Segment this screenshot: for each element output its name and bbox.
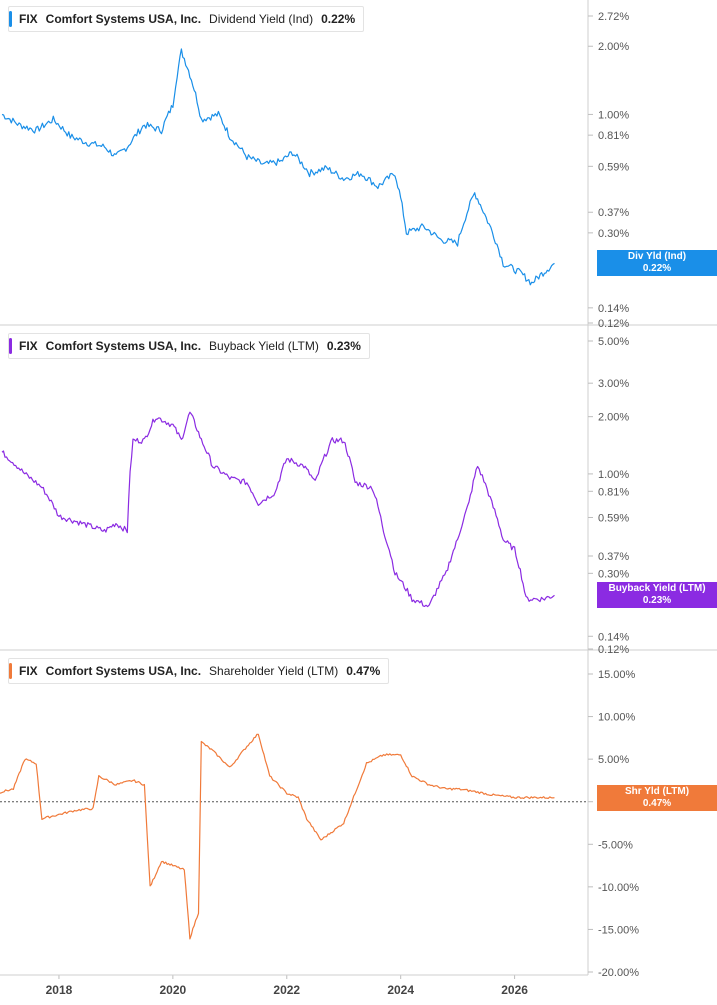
- metric-value: 0.22%: [321, 12, 356, 26]
- y-tick-label: 15.00%: [598, 669, 636, 681]
- y-tick-label: 0.12%: [598, 318, 629, 330]
- shareholder-value-badge: Shr Yld (LTM) 0.47%: [597, 785, 717, 811]
- metric-value: 0.23%: [326, 339, 361, 353]
- y-tick-label: 0.37%: [598, 207, 629, 219]
- shareholder-legend-color-bar: [9, 663, 12, 679]
- shareholder-legend: FIX Comfort Systems USA, Inc. Shareholde…: [8, 658, 390, 684]
- company-name: Comfort Systems USA, Inc.: [45, 664, 202, 678]
- dividend-legend: FIX Comfort Systems USA, Inc. Dividend Y…: [8, 6, 365, 32]
- y-tick-label: 0.59%: [598, 161, 629, 173]
- y-tick-label: 2.72%: [598, 11, 629, 23]
- dividend-value-badge: Div Yld (Ind) 0.22%: [597, 250, 717, 276]
- y-tick-label: 0.30%: [598, 568, 629, 580]
- y-tick-label: 10.00%: [598, 712, 636, 724]
- y-tick-label: -10.00%: [598, 882, 639, 894]
- x-tick-label: 2024: [387, 983, 414, 997]
- x-tick-label: 2022: [273, 983, 300, 997]
- x-tick-label: 2026: [501, 983, 528, 997]
- ticker-label: FIX: [19, 339, 38, 353]
- y-tick-label: 0.59%: [598, 512, 629, 524]
- badge-value: 0.23%: [642, 595, 672, 606]
- buyback-value-badge: Buyback Yield (LTM) 0.23%: [597, 582, 717, 608]
- buyback-legend-color-bar: [9, 338, 12, 354]
- y-tick-label: 0.81%: [598, 486, 629, 498]
- badge-label: Buyback Yield (LTM): [608, 583, 706, 594]
- shareholder-series-line: [0, 733, 555, 940]
- badge-value: 0.47%: [642, 798, 672, 809]
- y-tick-label: 0.14%: [598, 631, 629, 643]
- badge-label: Div Yld (Ind): [627, 251, 687, 262]
- metric-name: Dividend Yield (Ind): [209, 12, 314, 26]
- y-tick-label: 0.81%: [598, 130, 629, 142]
- y-tick-label: 0.30%: [598, 228, 629, 240]
- y-tick-label: 0.12%: [598, 644, 629, 656]
- y-tick-label: 3.00%: [598, 378, 629, 390]
- metric-value: 0.47%: [346, 664, 381, 678]
- y-tick-label: 1.00%: [598, 469, 629, 481]
- badge-value: 0.22%: [642, 263, 672, 274]
- y-tick-label: 0.14%: [598, 303, 629, 315]
- dividend-series-line: [1, 48, 555, 286]
- y-tick-label: 1.00%: [598, 109, 629, 121]
- company-name: Comfort Systems USA, Inc.: [45, 12, 202, 26]
- x-tick-label: 2020: [160, 983, 187, 997]
- y-tick-label: -15.00%: [598, 924, 639, 936]
- x-tick-label: 2018: [46, 983, 73, 997]
- y-tick-label: -20.00%: [598, 967, 639, 979]
- buyback-legend: FIX Comfort Systems USA, Inc. Buyback Yi…: [8, 333, 370, 359]
- metric-name: Buyback Yield (LTM): [209, 339, 319, 353]
- y-tick-label: 2.00%: [598, 412, 629, 424]
- y-tick-label: 2.00%: [598, 41, 629, 53]
- dividend-legend-color-bar: [9, 11, 12, 27]
- badge-label: Shr Yld (LTM): [624, 786, 690, 797]
- company-name: Comfort Systems USA, Inc.: [45, 339, 202, 353]
- ticker-label: FIX: [19, 664, 38, 678]
- y-tick-label: 5.00%: [598, 336, 629, 348]
- y-tick-label: 5.00%: [598, 754, 629, 766]
- metric-name: Shareholder Yield (LTM): [209, 664, 339, 678]
- y-tick-label: -5.00%: [598, 839, 633, 851]
- buyback-series-line: [1, 411, 555, 608]
- y-tick-label: 0.37%: [598, 551, 629, 563]
- ticker-label: FIX: [19, 12, 38, 26]
